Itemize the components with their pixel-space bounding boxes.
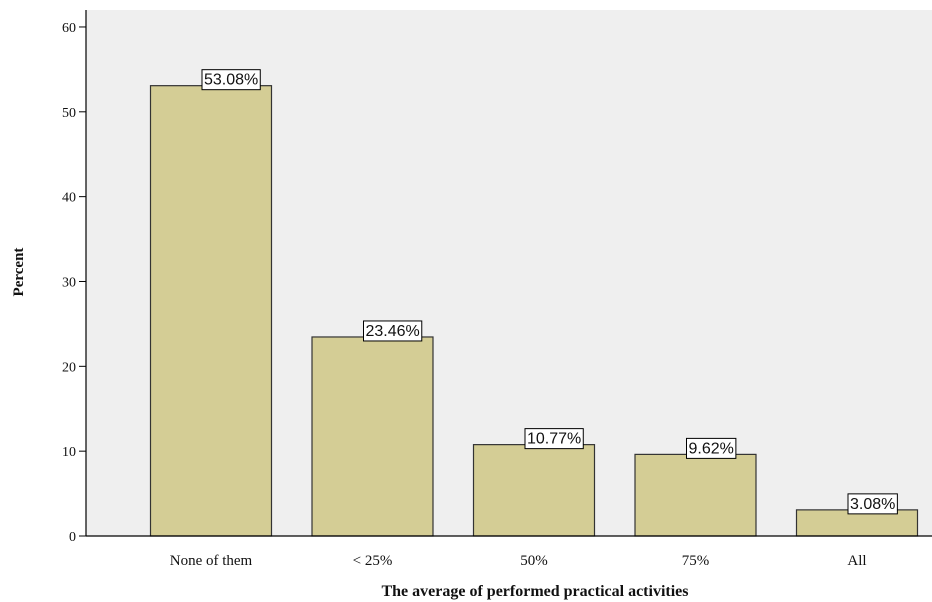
data-label: 10.77% (524, 428, 584, 450)
x-axis-category-labels: None of them < 25% 50% 75% All (170, 553, 867, 569)
data-label-box (524, 428, 584, 450)
data-label: 53.08% (201, 69, 261, 91)
data-label: 23.46% (363, 320, 423, 342)
x-category-label: All (847, 553, 866, 569)
y-tick-label: 0 (69, 530, 76, 545)
y-axis-title: Percent (11, 248, 27, 297)
data-label-box (363, 320, 423, 342)
y-axis-ticks: 0 10 20 30 40 50 60 (62, 21, 86, 545)
data-label: 9.62% (686, 437, 737, 459)
data-label-text: 53.08% (204, 72, 258, 89)
bar (472, 444, 596, 537)
y-tick-label: 40 (62, 191, 76, 206)
data-label-box (847, 493, 898, 515)
bar (311, 336, 434, 537)
x-category-label: < 25% (353, 553, 393, 569)
data-label-box (201, 69, 261, 91)
data-labels-group: 53.08% 23.46% 10.77% 9.62% 3.08% (201, 69, 898, 515)
x-category-label: 50% (520, 553, 548, 569)
data-label: 3.08% (847, 493, 898, 515)
data-label-text: 3.08% (850, 496, 895, 513)
x-axis-title: The average of performed practical activ… (381, 583, 688, 600)
bars-group (149, 85, 919, 537)
y-tick-label: 10 (62, 445, 76, 460)
y-tick-label: 50 (62, 106, 76, 121)
bar (634, 453, 757, 537)
bar (149, 85, 273, 537)
data-label-text: 10.77% (527, 431, 581, 448)
y-tick-label: 60 (62, 21, 76, 36)
data-label-box (686, 437, 737, 459)
data-label-text: 9.62% (689, 440, 734, 457)
y-tick-label: 30 (62, 275, 76, 290)
data-label-text: 23.46% (366, 323, 420, 340)
x-category-label: 75% (682, 553, 710, 569)
y-tick-label: 20 (62, 360, 76, 375)
x-category-label: None of them (170, 553, 253, 569)
